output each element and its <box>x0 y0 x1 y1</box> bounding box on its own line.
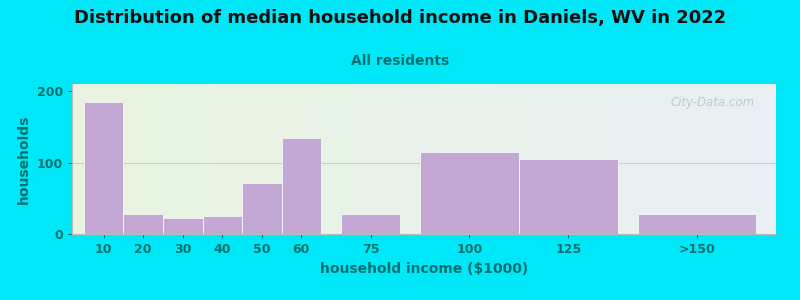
Bar <box>638 214 756 234</box>
Y-axis label: households: households <box>17 114 31 204</box>
Bar <box>341 214 400 234</box>
Bar <box>84 102 123 234</box>
Bar <box>282 138 321 234</box>
Bar <box>420 152 519 234</box>
Text: City-Data.com: City-Data.com <box>670 96 755 109</box>
Text: All residents: All residents <box>351 54 449 68</box>
Bar <box>123 214 163 234</box>
Bar <box>163 218 202 234</box>
Bar <box>202 216 242 234</box>
Bar <box>242 183 282 234</box>
Bar <box>519 159 618 234</box>
X-axis label: household income ($1000): household income ($1000) <box>320 262 528 276</box>
Text: Distribution of median household income in Daniels, WV in 2022: Distribution of median household income … <box>74 9 726 27</box>
